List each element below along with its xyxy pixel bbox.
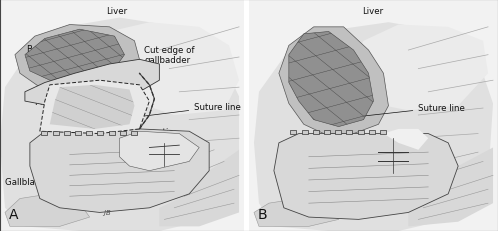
- Polygon shape: [279, 28, 388, 134]
- Polygon shape: [274, 134, 458, 219]
- Bar: [120, 131, 125, 135]
- Polygon shape: [408, 148, 493, 226]
- Polygon shape: [50, 85, 134, 129]
- Bar: [347, 131, 353, 135]
- Bar: [64, 131, 70, 135]
- Polygon shape: [5, 194, 90, 226]
- Text: Bare liver: Bare liver: [27, 45, 75, 55]
- Polygon shape: [15, 25, 139, 92]
- Text: Liver: Liver: [107, 7, 127, 16]
- Text: A: A: [9, 207, 18, 221]
- Text: Hepatocystic
triangle: Hepatocystic triangle: [117, 128, 173, 147]
- Text: Liver: Liver: [362, 7, 383, 16]
- Bar: [313, 131, 319, 135]
- Bar: [53, 131, 59, 135]
- Bar: [41, 131, 47, 135]
- Text: (obscured): (obscured): [169, 144, 209, 151]
- Text: Gallbladder remnant: Gallbladder remnant: [5, 177, 94, 186]
- Bar: [75, 131, 81, 135]
- Polygon shape: [40, 81, 149, 134]
- Bar: [335, 131, 341, 135]
- Text: Cut edge of
gallbadder: Cut edge of gallbadder: [144, 45, 195, 79]
- Text: Suture line: Suture line: [127, 103, 241, 119]
- Polygon shape: [0, 18, 239, 231]
- Polygon shape: [289, 32, 374, 127]
- Polygon shape: [120, 132, 199, 171]
- Polygon shape: [249, 0, 498, 231]
- Text: Mucosa: Mucosa: [34, 98, 79, 106]
- Polygon shape: [349, 25, 488, 111]
- Polygon shape: [254, 23, 493, 231]
- Bar: [301, 131, 307, 135]
- Bar: [324, 131, 330, 135]
- Text: Bare liver: Bare liver: [300, 83, 342, 92]
- Bar: [290, 131, 296, 135]
- Polygon shape: [383, 129, 428, 150]
- Bar: [109, 131, 115, 135]
- Polygon shape: [25, 60, 159, 106]
- Bar: [131, 131, 137, 135]
- Polygon shape: [0, 0, 244, 231]
- Text: $\mathit{JB}$: $\mathit{JB}$: [102, 207, 112, 217]
- Polygon shape: [90, 23, 239, 116]
- Polygon shape: [159, 150, 239, 226]
- Text: B: B: [258, 207, 267, 221]
- Polygon shape: [30, 129, 209, 213]
- Bar: [86, 131, 92, 135]
- Polygon shape: [25, 30, 125, 83]
- Bar: [358, 131, 364, 135]
- Bar: [98, 131, 104, 135]
- Text: Suture line: Suture line: [359, 103, 465, 117]
- Polygon shape: [254, 199, 339, 226]
- Bar: [380, 131, 386, 135]
- Bar: [369, 131, 375, 135]
